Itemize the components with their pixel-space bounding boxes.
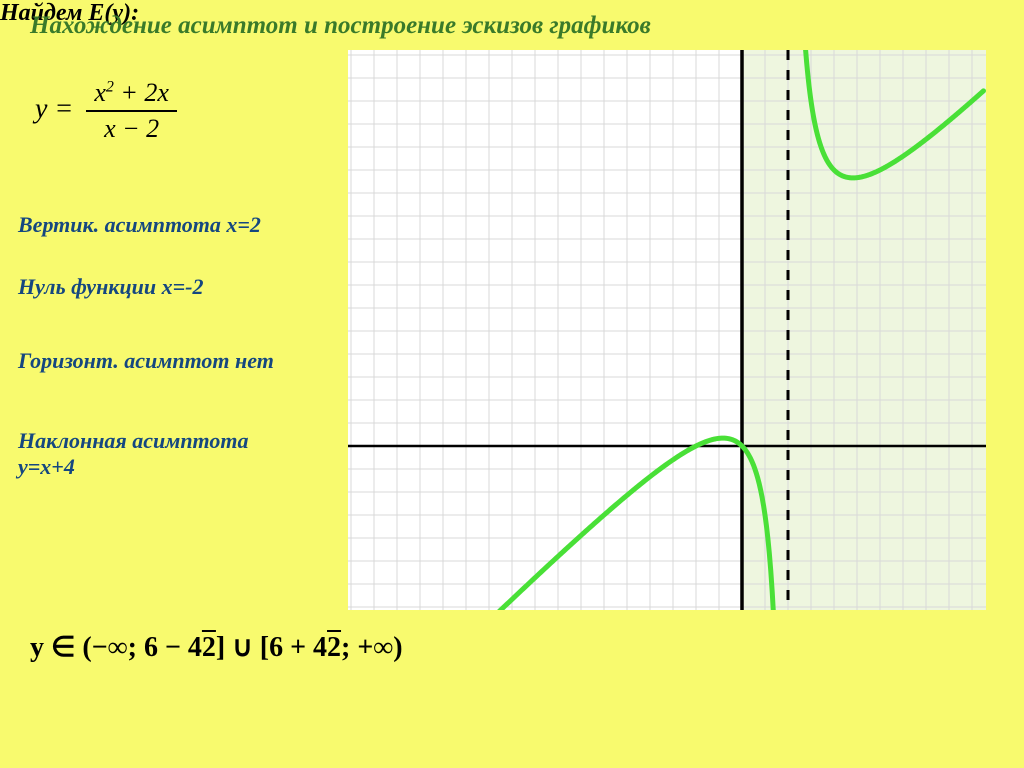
- chart-svg: [348, 50, 986, 610]
- vertical-asymptote-label: Вертик. асимптота x=2: [18, 212, 261, 238]
- oblique-asymptote-label: Наклонная асимптота y=x+4: [18, 428, 249, 480]
- formula-lhs: y =: [35, 93, 73, 124]
- formula-fraction: x2 + 2x x − 2: [86, 78, 177, 144]
- oblique-line2: y=x+4: [18, 454, 75, 479]
- page-title: Нахождение асимптот и построение эскизов…: [30, 12, 651, 40]
- range-expression: y ∈ (−∞; 6 − 42] ∪ [6 + 42; +∞): [30, 630, 403, 664]
- function-formula: y = x2 + 2x x − 2: [35, 78, 177, 144]
- function-graph: [348, 50, 986, 610]
- horizontal-asymptote-label: Горизонт. асимптот нет: [18, 348, 274, 374]
- zero-label: Нуль функции x=-2: [18, 274, 204, 300]
- numerator: x2 + 2x: [86, 78, 177, 112]
- denominator: x − 2: [86, 112, 177, 144]
- oblique-line1: Наклонная асимптота: [18, 428, 249, 453]
